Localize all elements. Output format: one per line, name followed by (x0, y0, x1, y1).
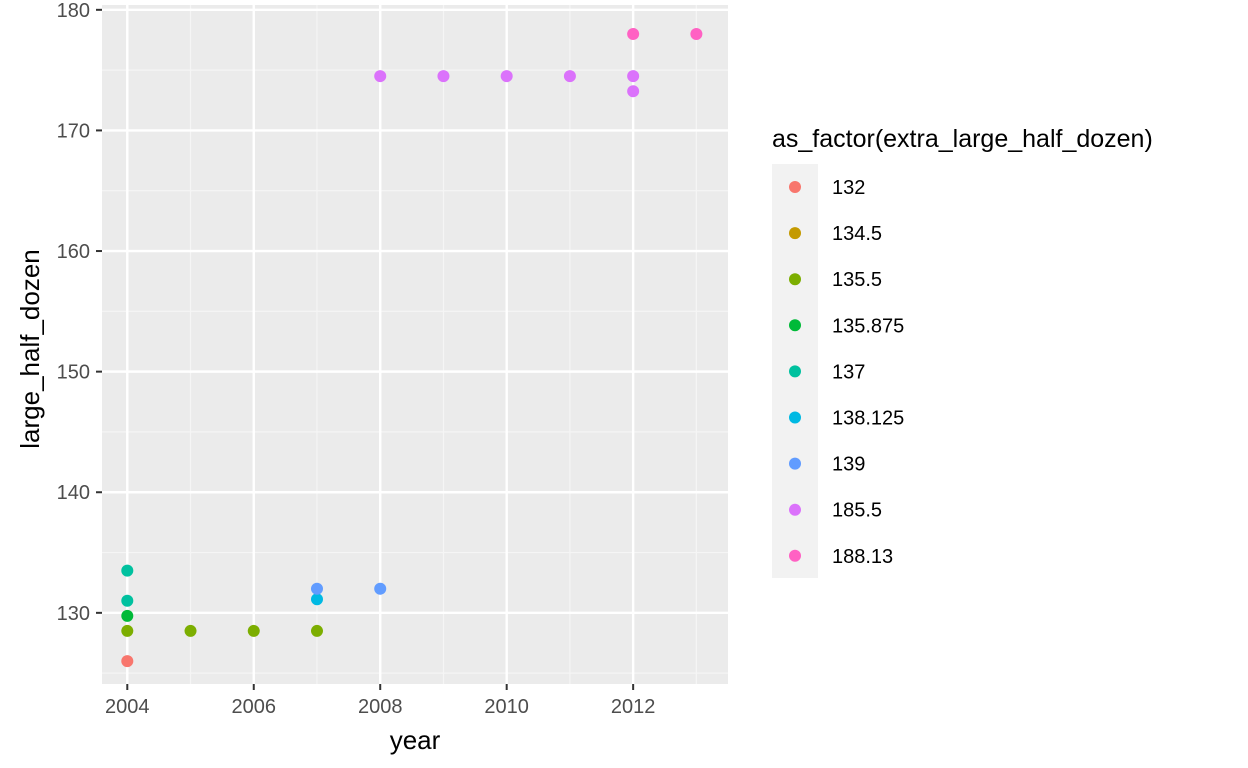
data-point (121, 609, 134, 622)
legend-label: 139 (832, 454, 865, 476)
y-tick-label: 160 (57, 241, 90, 263)
x-tick-label: 2006 (232, 696, 277, 718)
data-point (310, 624, 323, 637)
data-point (247, 624, 260, 637)
legend-label: 135.5 (832, 269, 882, 291)
legend-label: 185.5 (832, 500, 882, 522)
data-point (374, 70, 387, 83)
legend: as_factor(extra_large_half_dozen) 132 134… (772, 125, 1153, 578)
minor-gridlines (102, 5, 728, 684)
legend-key (789, 503, 801, 516)
y-tick-label: 140 (57, 482, 90, 504)
legend-label: 188.13 (832, 546, 893, 568)
data-point (310, 593, 323, 606)
x-tick-label: 2012 (611, 696, 656, 718)
legend-key (789, 273, 801, 286)
legend-key (789, 365, 801, 378)
data-points (121, 27, 703, 668)
data-point (500, 70, 513, 83)
x-tick-label: 2010 (484, 696, 529, 718)
data-point (121, 655, 134, 668)
legend-key (789, 411, 801, 424)
legend-title: as_factor(extra_large_half_dozen) (772, 125, 1153, 153)
x-tick-label: 2008 (358, 696, 403, 718)
legend-label: 134.5 (832, 223, 882, 245)
x-axis: 2004 2006 2008 2010 2012 (105, 684, 655, 718)
y-axis-title: large_half_dozen (15, 249, 45, 449)
legend-key (789, 319, 801, 332)
legend-label: 138.125 (832, 408, 904, 430)
major-gridlines (102, 5, 728, 684)
y-tick-label: 180 (57, 0, 90, 22)
data-point (310, 582, 323, 595)
y-tick-label: 130 (57, 603, 90, 625)
legend-label: 135.875 (832, 315, 904, 337)
legend-label: 132 (832, 177, 865, 199)
legend-label: 137 (832, 361, 865, 383)
data-point (563, 70, 576, 83)
x-axis-title: year (390, 725, 441, 755)
data-point (121, 594, 134, 607)
legend-key (789, 457, 801, 470)
data-point (437, 70, 450, 83)
data-point (374, 582, 387, 595)
legend-key (789, 549, 801, 562)
legend-key (789, 227, 801, 240)
data-point (690, 27, 703, 40)
data-point (121, 564, 134, 577)
legend-key (789, 181, 801, 193)
y-axis: 130 140 150 160 170 180 (57, 0, 102, 625)
data-point (121, 624, 134, 637)
y-tick-label: 170 (57, 120, 90, 142)
data-point (627, 27, 640, 40)
x-tick-label: 2004 (105, 696, 150, 718)
data-point (627, 70, 640, 83)
y-tick-label: 150 (57, 362, 90, 384)
plot-panel (102, 5, 728, 684)
data-point (184, 624, 197, 637)
legend-entries: 132 134.5 135.5 135.875 137 138.125 139 185.5 18… (789, 177, 904, 568)
data-point (627, 85, 640, 98)
